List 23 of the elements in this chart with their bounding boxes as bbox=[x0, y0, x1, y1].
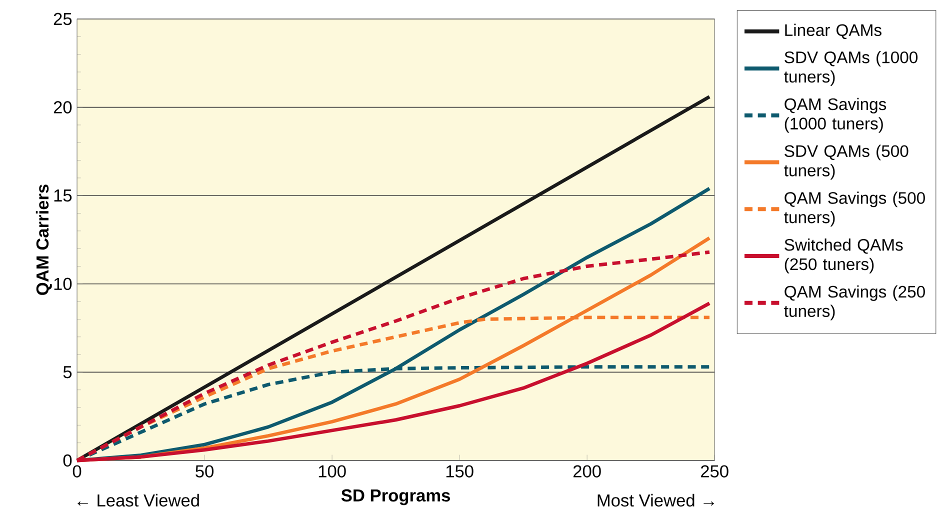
x-tick-label: 200 bbox=[573, 465, 601, 478]
x-tick-label: 100 bbox=[318, 465, 346, 478]
legend-label: Linear QAMs bbox=[785, 24, 882, 40]
legend-label: QAM Savings (250 tuners) bbox=[784, 286, 925, 321]
legend-label: QAM Savings (500 tuners) bbox=[784, 192, 925, 227]
legend-label: SDV QAMs (1000 tuners) bbox=[784, 51, 918, 86]
y-tick-label: 5 bbox=[63, 366, 72, 378]
y-tick-label: 25 bbox=[54, 13, 72, 26]
legend-label: SDV QAMs (500 tuners) bbox=[784, 145, 908, 180]
y-tick-label: 10 bbox=[54, 278, 72, 290]
legend-label: QAM Savings (1000 tuners) bbox=[784, 98, 886, 134]
legend-label: Switched QAMs (250 tuners) bbox=[784, 238, 903, 274]
y-axis-title: QAM Carriers bbox=[36, 184, 52, 296]
x-tick-label: 250 bbox=[700, 465, 728, 478]
y-tick-label: 20 bbox=[54, 101, 72, 114]
x-tick-label: 150 bbox=[446, 465, 474, 478]
text: ← Least Viewed bbox=[78, 494, 199, 507]
x-axis-title: SD Programs bbox=[341, 490, 450, 506]
x-tick-label: 50 bbox=[196, 465, 214, 478]
x-tick-label: 0 bbox=[72, 465, 82, 478]
y-tick-label: 0 bbox=[63, 454, 72, 467]
y-tick-label: 15 bbox=[54, 190, 72, 202]
text: Most Viewed → bbox=[598, 494, 714, 507]
